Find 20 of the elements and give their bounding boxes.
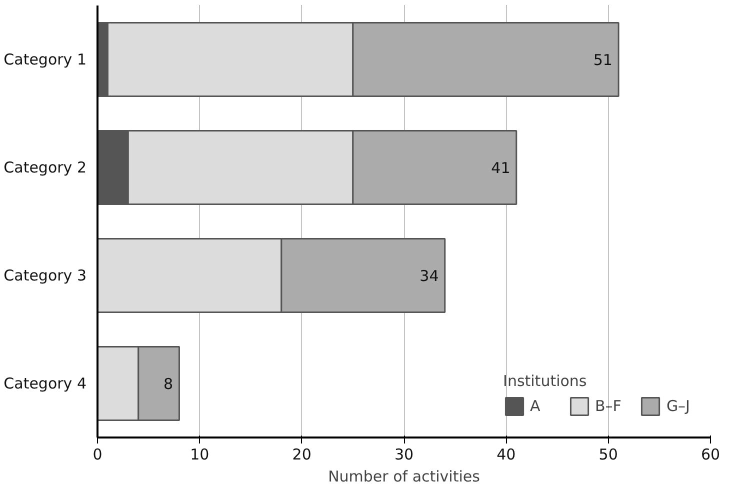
x-tick-label: 20 [292, 446, 312, 464]
x-tick-label: 50 [598, 446, 618, 464]
y-tick-label: Category 4 [4, 374, 87, 392]
x-tick-label: 30 [394, 446, 414, 464]
total-label: 51 [593, 51, 612, 69]
total-label: 34 [420, 267, 439, 285]
legend-label: A [530, 397, 542, 415]
x-tick-label: 40 [496, 446, 516, 464]
total-label: 8 [164, 375, 174, 393]
x-tick-label: 0 [92, 446, 102, 464]
legend-label: B–F [595, 397, 622, 415]
total-label: 41 [491, 159, 510, 177]
x-axis-title: Number of activities [328, 468, 480, 486]
legend-label: G–J [666, 397, 690, 415]
y-tick-label: Category 3 [4, 266, 87, 284]
x-tick-label: 60 [700, 446, 720, 464]
x-tick-label: 10 [190, 446, 210, 464]
legend-title: Institutions [503, 372, 588, 390]
y-tick-label: Category 1 [4, 50, 87, 68]
y-tick-label: Category 2 [4, 158, 87, 176]
